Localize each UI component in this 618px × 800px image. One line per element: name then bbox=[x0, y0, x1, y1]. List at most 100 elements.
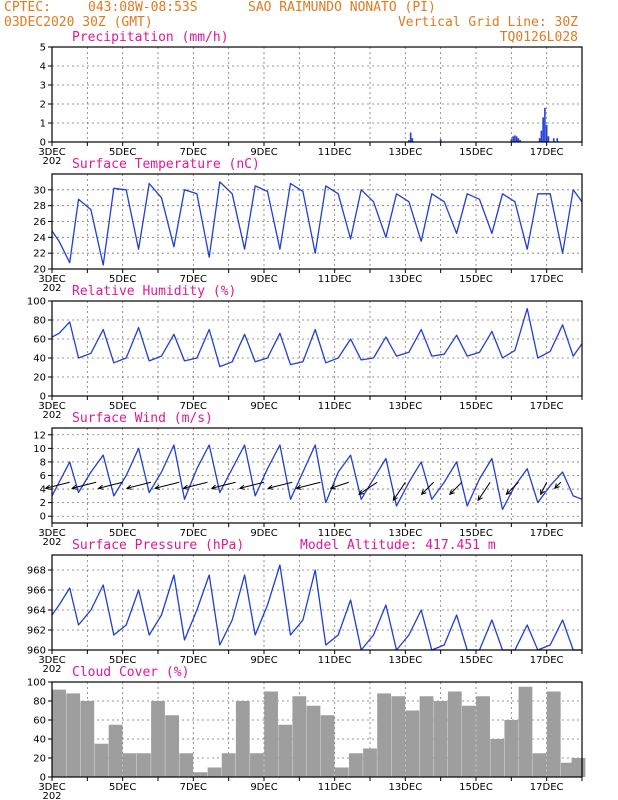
data-bar bbox=[517, 138, 520, 142]
wind-vector bbox=[421, 481, 434, 495]
panel-annotation: Model Altitude: 417.451 m bbox=[300, 538, 496, 553]
y-tick-label: 10 bbox=[33, 444, 46, 455]
panel-frame bbox=[51, 46, 583, 143]
x-tick-label: 11DEC bbox=[318, 528, 352, 539]
x-tick-label: 7DEC bbox=[180, 655, 207, 666]
data-bar bbox=[518, 686, 533, 777]
y-tick-label: 2 bbox=[40, 100, 46, 111]
y-tick-label: 1 bbox=[40, 119, 46, 130]
data-bar bbox=[207, 767, 222, 777]
panel-title: Cloud Cover (%) bbox=[72, 665, 189, 680]
panel-frame bbox=[51, 427, 583, 524]
panel-title: Relative Humidity (%) bbox=[72, 284, 236, 299]
y-tick-label: 3 bbox=[40, 81, 46, 92]
data-bar bbox=[556, 138, 559, 142]
y-tick-label: 20 bbox=[33, 373, 46, 384]
x-tick-label: 5DEC bbox=[109, 655, 136, 666]
data-bar bbox=[306, 705, 321, 777]
y-tick-label: 30 bbox=[33, 185, 46, 196]
y-tick-label: 0 bbox=[40, 138, 46, 149]
y-tick-label: 60 bbox=[33, 716, 46, 727]
panel-6: Cloud Cover (%) 0 20 40 60 80 100 3DEC 5DEC 7DEC 9… bbox=[27, 665, 586, 800]
data-bar bbox=[552, 138, 555, 142]
wind-vector-head bbox=[392, 495, 398, 502]
x-tick-label: 15DEC bbox=[459, 147, 493, 158]
x-tick-label: 13DEC bbox=[388, 401, 422, 412]
y-tick-label: 100 bbox=[27, 678, 46, 689]
x-tick-label: 9DEC bbox=[250, 528, 277, 539]
y-tick-label: 22 bbox=[33, 249, 46, 260]
x-tick-label: 9DEC bbox=[250, 401, 277, 412]
header-location: SAO RAIMUNDO NONATO (PI) bbox=[248, 0, 436, 15]
x-year-stub: 202 bbox=[42, 537, 61, 548]
x-tick-label: 3DEC bbox=[38, 655, 65, 666]
panel-title: Precipitation (mm/h) bbox=[72, 30, 229, 45]
data-bar bbox=[419, 696, 434, 777]
wind-vector bbox=[183, 481, 208, 489]
data-bar bbox=[411, 138, 414, 142]
y-tick-label: 966 bbox=[27, 586, 46, 597]
y-tick-label: 40 bbox=[33, 735, 46, 746]
x-tick-label: 15DEC bbox=[459, 401, 493, 412]
y-tick-label: 26 bbox=[33, 217, 46, 228]
header-source: CPTEC: bbox=[4, 0, 51, 15]
data-bar bbox=[94, 743, 109, 777]
x-tick-label: 5DEC bbox=[109, 401, 136, 412]
x-year-stub: 202 bbox=[42, 156, 61, 167]
wind-vector bbox=[392, 482, 406, 501]
wind-vector-head bbox=[477, 495, 483, 502]
y-tick-label: 2 bbox=[40, 498, 46, 509]
wind-vector bbox=[330, 481, 349, 489]
header-model-code: TQ0126L028 bbox=[500, 30, 578, 45]
data-bar bbox=[179, 753, 194, 777]
series-line bbox=[51, 307, 583, 368]
data-bar bbox=[433, 701, 448, 777]
data-bar bbox=[165, 715, 180, 777]
wind-vector-head bbox=[540, 489, 545, 496]
x-tick-label: 13DEC bbox=[388, 528, 422, 539]
x-tick-label: 5DEC bbox=[109, 528, 136, 539]
header-run: 03DEC2020 30Z (GMT) bbox=[4, 15, 153, 30]
x-tick-label: 11DEC bbox=[318, 147, 352, 158]
data-bar bbox=[512, 136, 514, 142]
data-bar bbox=[235, 701, 250, 777]
x-tick-label: 15DEC bbox=[459, 528, 493, 539]
data-bar bbox=[504, 720, 519, 777]
data-bar bbox=[292, 696, 307, 777]
wind-vector bbox=[72, 481, 97, 489]
data-bar bbox=[405, 710, 420, 777]
wind-vector bbox=[506, 481, 519, 495]
data-bar bbox=[514, 135, 516, 142]
y-tick-label: 4 bbox=[40, 62, 46, 73]
series-line bbox=[51, 181, 583, 266]
y-tick-label: 0 bbox=[40, 512, 46, 523]
panel-3: Relative Humidity (%) 0 20 40 60 80 100 3DEC 5DE… bbox=[27, 284, 583, 421]
data-bar bbox=[66, 693, 81, 777]
y-tick-label: 80 bbox=[33, 316, 46, 327]
x-tick-label: 17DEC bbox=[530, 655, 564, 666]
x-tick-label: 7DEC bbox=[180, 274, 207, 285]
wind-vector bbox=[211, 481, 236, 489]
data-bar bbox=[52, 689, 66, 777]
wind-vector bbox=[540, 482, 548, 495]
data-bar bbox=[519, 140, 521, 142]
panel-title: Surface Temperature (nC) bbox=[72, 157, 260, 172]
x-tick-label: 9DEC bbox=[250, 274, 277, 285]
y-tick-label: 962 bbox=[27, 626, 46, 637]
data-bar bbox=[334, 767, 349, 777]
y-tick-label: 24 bbox=[33, 233, 46, 244]
x-year-stub: 202 bbox=[42, 410, 61, 421]
data-bar bbox=[439, 139, 442, 142]
data-bar bbox=[377, 693, 392, 777]
wind-vector bbox=[296, 481, 321, 489]
data-bar bbox=[108, 724, 123, 777]
x-tick-label: 3DEC bbox=[38, 782, 65, 793]
x-tick-label: 11DEC bbox=[318, 401, 352, 412]
y-tick-label: 20 bbox=[33, 265, 46, 276]
data-bar bbox=[151, 701, 165, 777]
data-bar bbox=[409, 132, 412, 142]
y-tick-label: 80 bbox=[33, 697, 46, 708]
data-bar bbox=[540, 130, 543, 142]
y-tick-label: 0 bbox=[40, 392, 46, 403]
data-bar bbox=[545, 124, 548, 142]
